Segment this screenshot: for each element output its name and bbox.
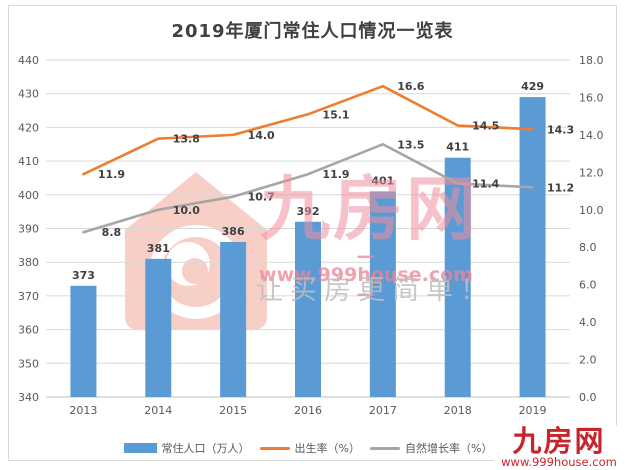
x-axis-label: 2014 — [144, 404, 172, 417]
x-axis-label: 2016 — [294, 404, 322, 417]
chart-legend: 常住人口（万人） 出生率（%） 自然增长率（%） — [8, 440, 608, 456]
line-data-label: 13.5 — [397, 138, 424, 151]
site-logo: 九房网 www.999house.com — [494, 426, 624, 469]
right-axis-tick-label: 12.0 — [579, 166, 604, 179]
line-data-label: 8.8 — [102, 226, 122, 239]
right-axis-tick-label: 4.0 — [579, 316, 597, 329]
site-logo-brand: 九房网 — [512, 424, 606, 458]
legend-label-population: 常住人口（万人） — [161, 442, 250, 455]
bar-data-label: 392 — [297, 205, 320, 218]
line-data-label: 10.7 — [248, 191, 275, 204]
line-data-label: 11.9 — [322, 168, 349, 181]
left-axis-tick-label: 390 — [18, 223, 39, 236]
line-data-label: 10.0 — [173, 204, 200, 217]
left-axis-tick-label: 410 — [18, 155, 39, 168]
line-data-label: 13.8 — [173, 133, 200, 146]
line-data-label: 11.9 — [98, 168, 125, 181]
bar-data-label: 373 — [72, 269, 95, 282]
line-data-label: 14.0 — [248, 129, 275, 142]
x-axis-label: 2018 — [444, 404, 472, 417]
bar-swatch-icon — [123, 443, 157, 453]
bar-data-label: 411 — [446, 141, 469, 154]
right-axis-tick-label: 16.0 — [579, 91, 604, 104]
right-axis-tick-label: 2.0 — [579, 354, 597, 367]
line-data-label: 14.5 — [472, 120, 499, 133]
house-swirl-inner — [182, 258, 208, 284]
bar-data-label: 381 — [147, 242, 170, 255]
x-axis-label: 2017 — [369, 404, 397, 417]
legend-label-growth-rate: 自然增长率（%） — [405, 442, 493, 455]
line-data-label: 14.3 — [547, 123, 574, 136]
chart-title: 2019年厦门常住人口情况一览表 — [171, 21, 454, 42]
left-axis-tick-label: 400 — [18, 189, 39, 202]
bar — [220, 241, 247, 397]
bar — [145, 258, 172, 397]
x-axis-label: 2015 — [219, 404, 247, 417]
bar — [295, 221, 321, 397]
line-series — [82, 142, 534, 234]
line-series — [82, 84, 534, 176]
x-axis-label: 2013 — [69, 404, 97, 417]
left-axis-tick-label: 360 — [18, 324, 39, 337]
left-axis-tick-label: 380 — [18, 256, 39, 269]
line-data-label: 15.1 — [322, 108, 349, 121]
line-data-label: 11.2 — [547, 181, 574, 194]
right-axis-tick-label: 10.0 — [579, 204, 604, 217]
bar-data-label: 386 — [222, 225, 245, 238]
line-data-label: 11.4 — [472, 178, 499, 191]
legend-item-birth-rate: 出生率（%） — [259, 440, 360, 456]
left-axis-tick-label: 370 — [18, 290, 39, 303]
right-axis-tick-label: 14.0 — [579, 129, 604, 142]
left-axis-tick-label: 350 — [18, 357, 39, 370]
line-data-label: 16.6 — [397, 80, 424, 93]
left-axis-tick-label: 430 — [18, 88, 39, 101]
bar — [70, 285, 97, 397]
left-axis-tick-label: 340 — [18, 391, 39, 404]
left-axis-tick-label: 420 — [18, 121, 39, 134]
line-swatch-icon — [259, 446, 290, 450]
bar-data-label: 401 — [371, 174, 394, 187]
bar-data-label: 429 — [521, 80, 544, 93]
right-axis-tick-label: 6.0 — [579, 279, 597, 292]
x-axis-label: 2019 — [519, 404, 547, 417]
chart-frame — [8, 5, 617, 461]
bar — [369, 191, 396, 397]
left-axis-tick-label: 440 — [18, 54, 39, 67]
legend-label-birth-rate: 出生率（%） — [294, 442, 360, 455]
right-axis-tick-label: 18.0 — [579, 54, 604, 67]
right-axis-tick-label: 0.0 — [579, 391, 597, 404]
right-axis-tick-label: 8.0 — [579, 241, 597, 254]
site-logo-url: www.999house.com — [501, 455, 617, 469]
legend-item-population: 常住人口（万人） — [123, 440, 250, 456]
bar — [519, 97, 546, 397]
bar — [444, 157, 471, 397]
line-swatch-icon — [370, 446, 400, 450]
legend-item-growth-rate: 自然增长率（%） — [370, 440, 492, 456]
